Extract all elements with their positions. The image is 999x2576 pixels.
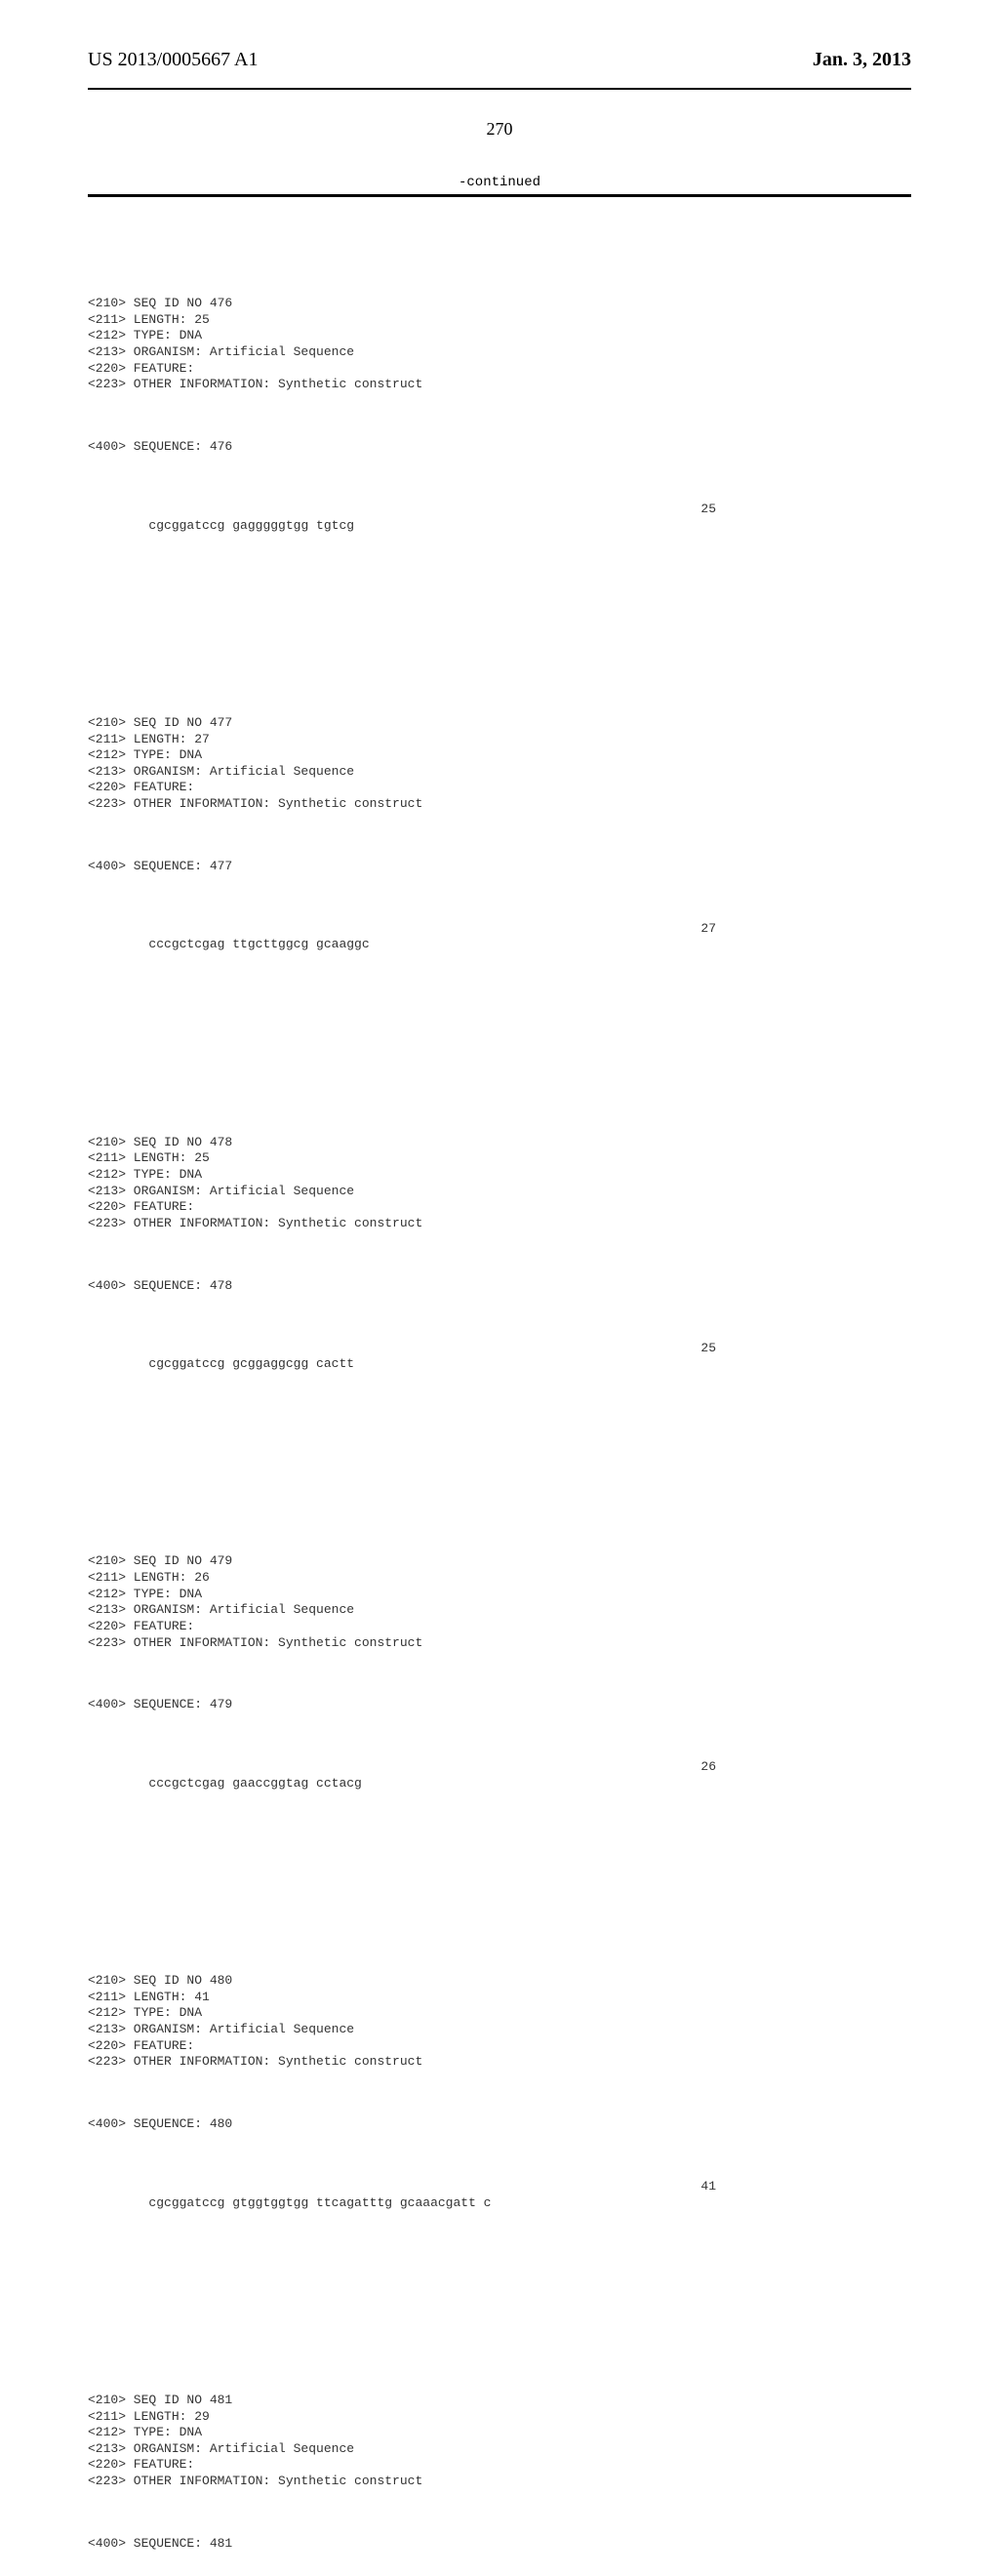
sequence-meta: <210> SEQ ID NO 481 <211> LENGTH: 29 <21… — [88, 2393, 911, 2490]
sequence-label: <400> SEQUENCE: 476 — [88, 439, 911, 456]
sequence-label: <400> SEQUENCE: 478 — [88, 1278, 911, 1295]
sequence-row: cccgctcgag gaaccggtag cctacg 26 — [88, 1759, 911, 1825]
sequence-entry: <210> SEQ ID NO 476 <211> LENGTH: 25 <21… — [88, 263, 911, 617]
sequence-meta: <210> SEQ ID NO 477 <211> LENGTH: 27 <21… — [88, 715, 911, 813]
sequence-length: 41 — [700, 2179, 716, 2195]
sequence-text: cccgctcgag ttgcttggcg gcaaggc — [148, 937, 369, 953]
sequence-row: cgcggatccg gagggggtgg tgtcg 25 — [88, 502, 911, 567]
sequence-label: <400> SEQUENCE: 480 — [88, 2116, 911, 2133]
sequence-text: cgcggatccg gtggtggtgg ttcagatttg gcaaacg… — [148, 2195, 491, 2212]
sequence-row: cccgctcgag ttgcttggcg gcaaggc 27 — [88, 921, 911, 986]
publication-number: US 2013/0005667 A1 — [88, 49, 258, 71]
sequence-entry: <210> SEQ ID NO 480 <211> LENGTH: 41 <21… — [88, 1941, 911, 2294]
sequence-meta: <210> SEQ ID NO 478 <211> LENGTH: 25 <21… — [88, 1135, 911, 1232]
sequence-length: 27 — [700, 921, 716, 938]
sequence-meta: <210> SEQ ID NO 479 <211> LENGTH: 26 <21… — [88, 1553, 911, 1651]
sequence-length: 25 — [700, 502, 716, 518]
sequence-meta: <210> SEQ ID NO 480 <211> LENGTH: 41 <21… — [88, 1973, 911, 2071]
sequence-text: cccgctcgag gaaccggtag cctacg — [148, 1776, 361, 1792]
sequence-listing: <210> SEQ ID NO 476 <211> LENGTH: 25 <21… — [88, 215, 911, 2576]
sequence-row: cgcggatccg gcggaggcgg cactt 25 — [88, 1341, 911, 1406]
sequence-row: cgcggatccg gtggtggtgg ttcagatttg gcaaacg… — [88, 2179, 911, 2244]
sequence-label: <400> SEQUENCE: 481 — [88, 2536, 911, 2553]
sequence-entry: <210> SEQ ID NO 481 <211> LENGTH: 29 <21… — [88, 2360, 911, 2576]
page-number: 270 — [88, 119, 911, 140]
sequence-entry: <210> SEQ ID NO 479 <211> LENGTH: 26 <21… — [88, 1521, 911, 1874]
sequence-label: <400> SEQUENCE: 477 — [88, 859, 911, 875]
sequence-length: 26 — [700, 1759, 716, 1776]
sequence-label: <400> SEQUENCE: 479 — [88, 1697, 911, 1713]
sequence-entry: <210> SEQ ID NO 477 <211> LENGTH: 27 <21… — [88, 683, 911, 1036]
sequence-entry: <210> SEQ ID NO 478 <211> LENGTH: 25 <21… — [88, 1102, 911, 1455]
sequence-meta: <210> SEQ ID NO 476 <211> LENGTH: 25 <21… — [88, 296, 911, 393]
patent-page: US 2013/0005667 A1 Jan. 3, 2013 270 -con… — [0, 0, 999, 1288]
horizontal-rule — [88, 194, 911, 197]
page-header: US 2013/0005667 A1 Jan. 3, 2013 — [88, 49, 911, 90]
sequence-text: cgcggatccg gagggggtgg tgtcg — [148, 518, 354, 535]
continued-label: -continued — [88, 175, 911, 190]
sequence-length: 25 — [700, 1341, 716, 1357]
sequence-text: cgcggatccg gcggaggcgg cactt — [148, 1356, 354, 1373]
publication-date: Jan. 3, 2013 — [813, 49, 911, 71]
